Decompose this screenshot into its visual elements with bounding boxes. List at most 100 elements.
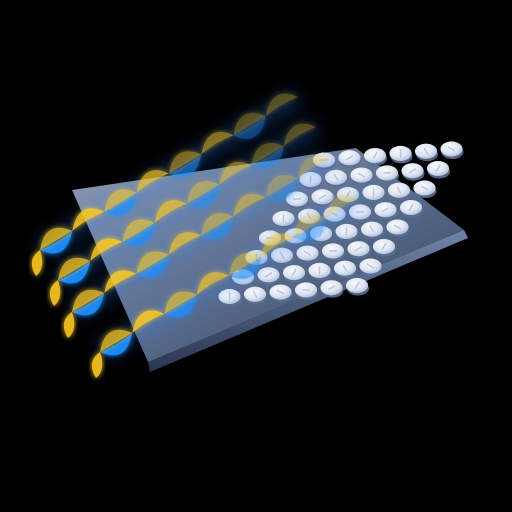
nanopillar <box>388 182 411 201</box>
blue-wave-lobe <box>219 165 252 185</box>
light-beam <box>49 118 322 306</box>
yellow-wave-lobe <box>90 238 123 261</box>
blue-wave-lobe <box>293 218 326 241</box>
nanopillar <box>296 245 320 264</box>
blue-wave-lobe <box>136 254 169 278</box>
nanopillar <box>359 258 383 276</box>
blue-wave-lobe <box>251 146 284 169</box>
blue-wave-lobe <box>100 332 133 356</box>
nanopillar <box>440 141 464 159</box>
light-beams <box>31 88 364 378</box>
yellow-wave-lobe <box>251 143 284 166</box>
blue-wave-lobe <box>201 135 234 155</box>
blue-wave-lobe <box>72 211 105 231</box>
yellow-wave-lobe <box>233 193 266 217</box>
nanopillar <box>401 163 425 181</box>
blue-wave-lobe <box>90 241 123 261</box>
yellow-wave-lobe <box>72 289 105 312</box>
blue-wave-lobe <box>283 127 316 147</box>
blue-wave-lobe <box>122 222 155 246</box>
nanopillar <box>374 202 398 220</box>
yellow-wave-lobe <box>40 227 73 250</box>
blue-wave-lobe <box>72 292 105 316</box>
beam-tail <box>49 280 61 306</box>
nanopillar <box>311 189 335 207</box>
nanopillar <box>283 265 306 283</box>
light-beam <box>31 88 304 276</box>
blue-wave-lobe <box>233 197 266 217</box>
nanopillar <box>257 267 281 285</box>
blue-wave-lobe <box>325 199 358 219</box>
nanopillar <box>286 191 309 209</box>
blue-wave-lobe <box>154 203 187 223</box>
yellow-wave-lobe <box>100 329 133 352</box>
yellow-wave-lobe <box>297 155 330 179</box>
blue-wave-lobe <box>201 216 234 239</box>
yellow-wave-lobe <box>201 131 234 155</box>
nanopillar <box>338 150 362 168</box>
blue-wave-lobe <box>196 275 229 295</box>
yellow-wave-lobe <box>164 291 197 314</box>
light-beam <box>91 190 364 378</box>
yellow-wave-lobe <box>325 195 358 219</box>
blue-wave-lobe <box>58 260 91 284</box>
nanopillar <box>218 289 242 307</box>
nanopillar <box>322 243 345 261</box>
blue-wave-lobe <box>104 273 137 293</box>
blue-wave-lobe <box>265 97 298 117</box>
nanopillar <box>362 184 386 203</box>
blue-wave-lobe <box>132 313 165 333</box>
blue-wave-lobe <box>168 235 201 255</box>
nanopillar <box>364 148 387 166</box>
nanopillar <box>272 211 296 229</box>
yellow-wave-lobe <box>168 232 201 255</box>
nanopillar <box>320 280 344 298</box>
substrate-side <box>148 230 468 372</box>
nanopillar <box>269 284 293 303</box>
nanopillar <box>308 262 332 281</box>
yellow-wave-lobe <box>219 161 252 185</box>
nanopillar <box>295 282 318 300</box>
beam-tail <box>91 352 103 378</box>
yellow-wave-lobe <box>229 253 262 276</box>
yellow-wave-lobe <box>132 310 165 333</box>
blue-wave-lobe <box>233 116 266 139</box>
yellow-wave-lobe <box>136 251 169 274</box>
nanopillar <box>347 241 371 259</box>
nanopillar <box>335 223 359 242</box>
blue-wave-lobe <box>40 230 73 254</box>
yellow-wave-lobe <box>104 270 137 293</box>
nanopillar <box>334 260 357 279</box>
yellow-wave-lobe <box>201 213 234 236</box>
blue-wave-lobe <box>164 294 197 318</box>
yellow-wave-lobe <box>104 189 137 212</box>
yellow-wave-lobe <box>58 257 91 280</box>
yellow-wave-lobe <box>154 200 187 223</box>
yellow-wave-lobe <box>283 123 316 147</box>
blue-wave-lobe <box>297 159 330 179</box>
nanopillar <box>427 161 450 179</box>
nanopillar <box>373 239 396 257</box>
yellow-wave-lobe <box>169 151 202 174</box>
yellow-wave-lobe <box>72 208 105 231</box>
beam-tail <box>31 250 43 276</box>
yellow-wave-lobe <box>293 215 326 238</box>
nanopillar <box>413 180 437 198</box>
nanopillar <box>361 221 384 240</box>
yellow-wave-lobe <box>136 170 169 193</box>
yellow-wave-lobe <box>187 181 220 204</box>
nanopillar <box>415 143 438 162</box>
blue-wave-lobe <box>265 178 298 201</box>
nanopillar <box>325 169 348 188</box>
nanopillar <box>346 278 369 296</box>
blue-wave-lobe <box>261 237 294 257</box>
yellow-wave-lobe <box>265 93 298 117</box>
yellow-wave-lobe <box>122 219 155 242</box>
yellow-wave-lobe <box>261 233 294 257</box>
blue-wave-lobe <box>187 184 220 207</box>
nanopillar <box>244 286 267 305</box>
nanopillar <box>350 167 374 186</box>
beam-tail <box>63 312 75 338</box>
yellow-wave-lobe <box>265 175 298 198</box>
